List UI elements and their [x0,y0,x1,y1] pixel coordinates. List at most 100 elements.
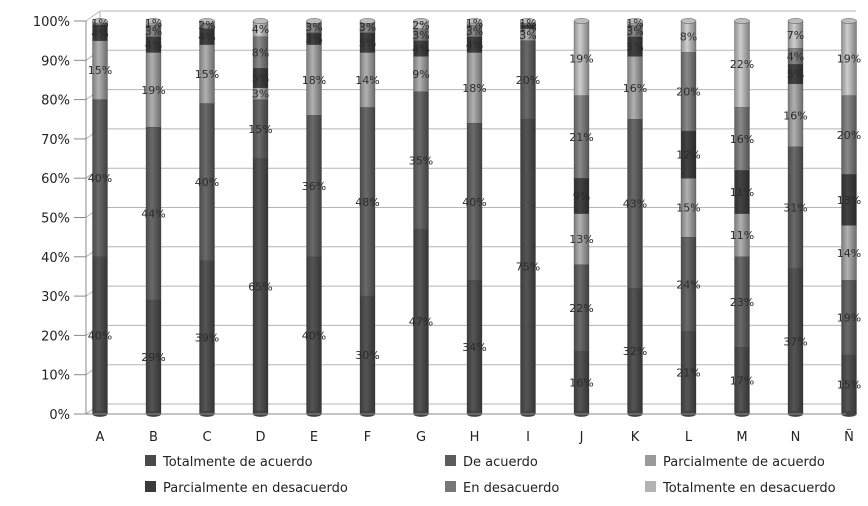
data-label: 3% [412,29,429,42]
data-label: 12% [676,149,700,162]
legend-entry: Totalmente de acuerdo [145,455,313,470]
data-label: 35% [409,155,433,168]
data-label: 4% [412,43,429,56]
x-category-label: E [310,430,318,445]
data-label: 11% [730,229,754,242]
data-label: 7% [787,29,804,42]
bar-column-K [627,18,643,417]
data-label: 30% [355,349,379,362]
data-label: 22% [569,302,593,315]
data-label: 1% [519,17,536,30]
data-label: 1% [145,17,162,30]
y-tick-label: 70% [41,133,70,148]
x-category-label: C [202,430,211,445]
bar-column-D [252,18,269,417]
bar-top-cap [92,18,108,24]
data-label: 3% [466,25,483,38]
x-category-label: B [149,430,158,445]
data-label: 44% [141,208,165,221]
data-label: 32% [623,345,647,358]
bar-top-cap [359,18,376,24]
data-label: 37% [783,335,807,348]
x-category-label: M [736,430,747,445]
data-label: 40% [302,329,326,342]
y-tick-label: 50% [41,212,70,227]
legend-label: En desacuerdo [463,481,559,496]
data-label: 15% [248,123,272,136]
data-label: 9% [573,190,590,203]
y-axis: 0% 10% 20% 30% 40% 50% 60% 70% 80% 90% 100% [33,15,87,423]
data-label: 1% [626,17,643,30]
x-category-label: I [526,430,530,445]
data-label: 36% [302,180,326,193]
data-label: 3% [305,21,322,34]
x-category-label: K [631,430,640,445]
data-label: 29% [141,351,165,364]
data-label: 47% [409,316,433,329]
data-label: 15% [195,68,219,81]
y-tick-label: 10% [41,369,70,384]
data-label: 15% [676,202,700,215]
legend-swatch [645,455,656,466]
data-label: 5% [252,72,269,85]
legend-entry: En desacuerdo [445,481,559,496]
x-category-label: H [470,430,480,445]
data-label: 4% [252,23,269,36]
bar-top-cap [306,18,322,24]
data-label: 18% [302,74,326,87]
data-label: 19% [141,84,165,97]
y-tick-label: 20% [41,329,70,344]
x-category-label: L [685,430,693,445]
data-label: 1% [466,17,483,30]
bars [92,18,857,417]
bar-top-cap [252,18,269,24]
data-labels: 40%40%15%4%1%29%44%19%4%3%1%39%40%15%4%2… [88,17,861,392]
data-label: 4% [91,27,108,40]
bar-column-G [413,18,429,417]
legend-label: Totalmente de acuerdo [162,455,313,470]
data-label: 1% [91,17,108,30]
data-label: 40% [88,329,112,342]
bar-top-cap [734,18,750,24]
bar-column-L [680,18,697,417]
legend: Totalmente de acuerdo De acuerdo Parcialme… [145,455,836,496]
data-label: 16% [569,377,593,390]
bar-top-cap [466,18,483,24]
legend-label: Parcialmente de acuerdo [663,455,825,470]
bar-top-cap [413,18,429,24]
data-label: 15% [837,379,861,392]
data-label: 2% [412,19,429,32]
legend-swatch [145,481,156,492]
data-label: 13% [569,233,593,246]
bar-column-A [92,18,108,417]
bar-top-cap [520,18,536,24]
data-label: 11% [730,186,754,199]
legend-label: De acuerdo [463,455,538,470]
legend-swatch [445,481,456,492]
bar-top-cap [841,18,857,24]
bar-column-H [466,18,483,417]
data-label: 34% [462,341,486,354]
data-label: 21% [569,131,593,144]
data-label: 4% [466,39,483,52]
legend-label: Totalmente en desacuerdo [662,481,836,496]
data-label: 9% [412,68,429,81]
bar-column-Ñ [841,18,857,417]
x-category-label: G [416,430,426,445]
data-label: 16% [783,109,807,122]
y-tick-label: 0% [49,408,70,423]
data-label: 20% [676,86,700,99]
bar-top-cap [199,18,215,24]
data-label: 19% [837,312,861,325]
data-label: 21% [676,367,700,380]
x-category-label: F [364,430,371,445]
data-label: 43% [623,198,647,211]
bar-column-N [787,18,804,417]
data-label: 15% [88,64,112,77]
bar-column-J [573,18,590,417]
data-label: 3% [359,21,376,34]
bar-top-cap [573,18,590,24]
